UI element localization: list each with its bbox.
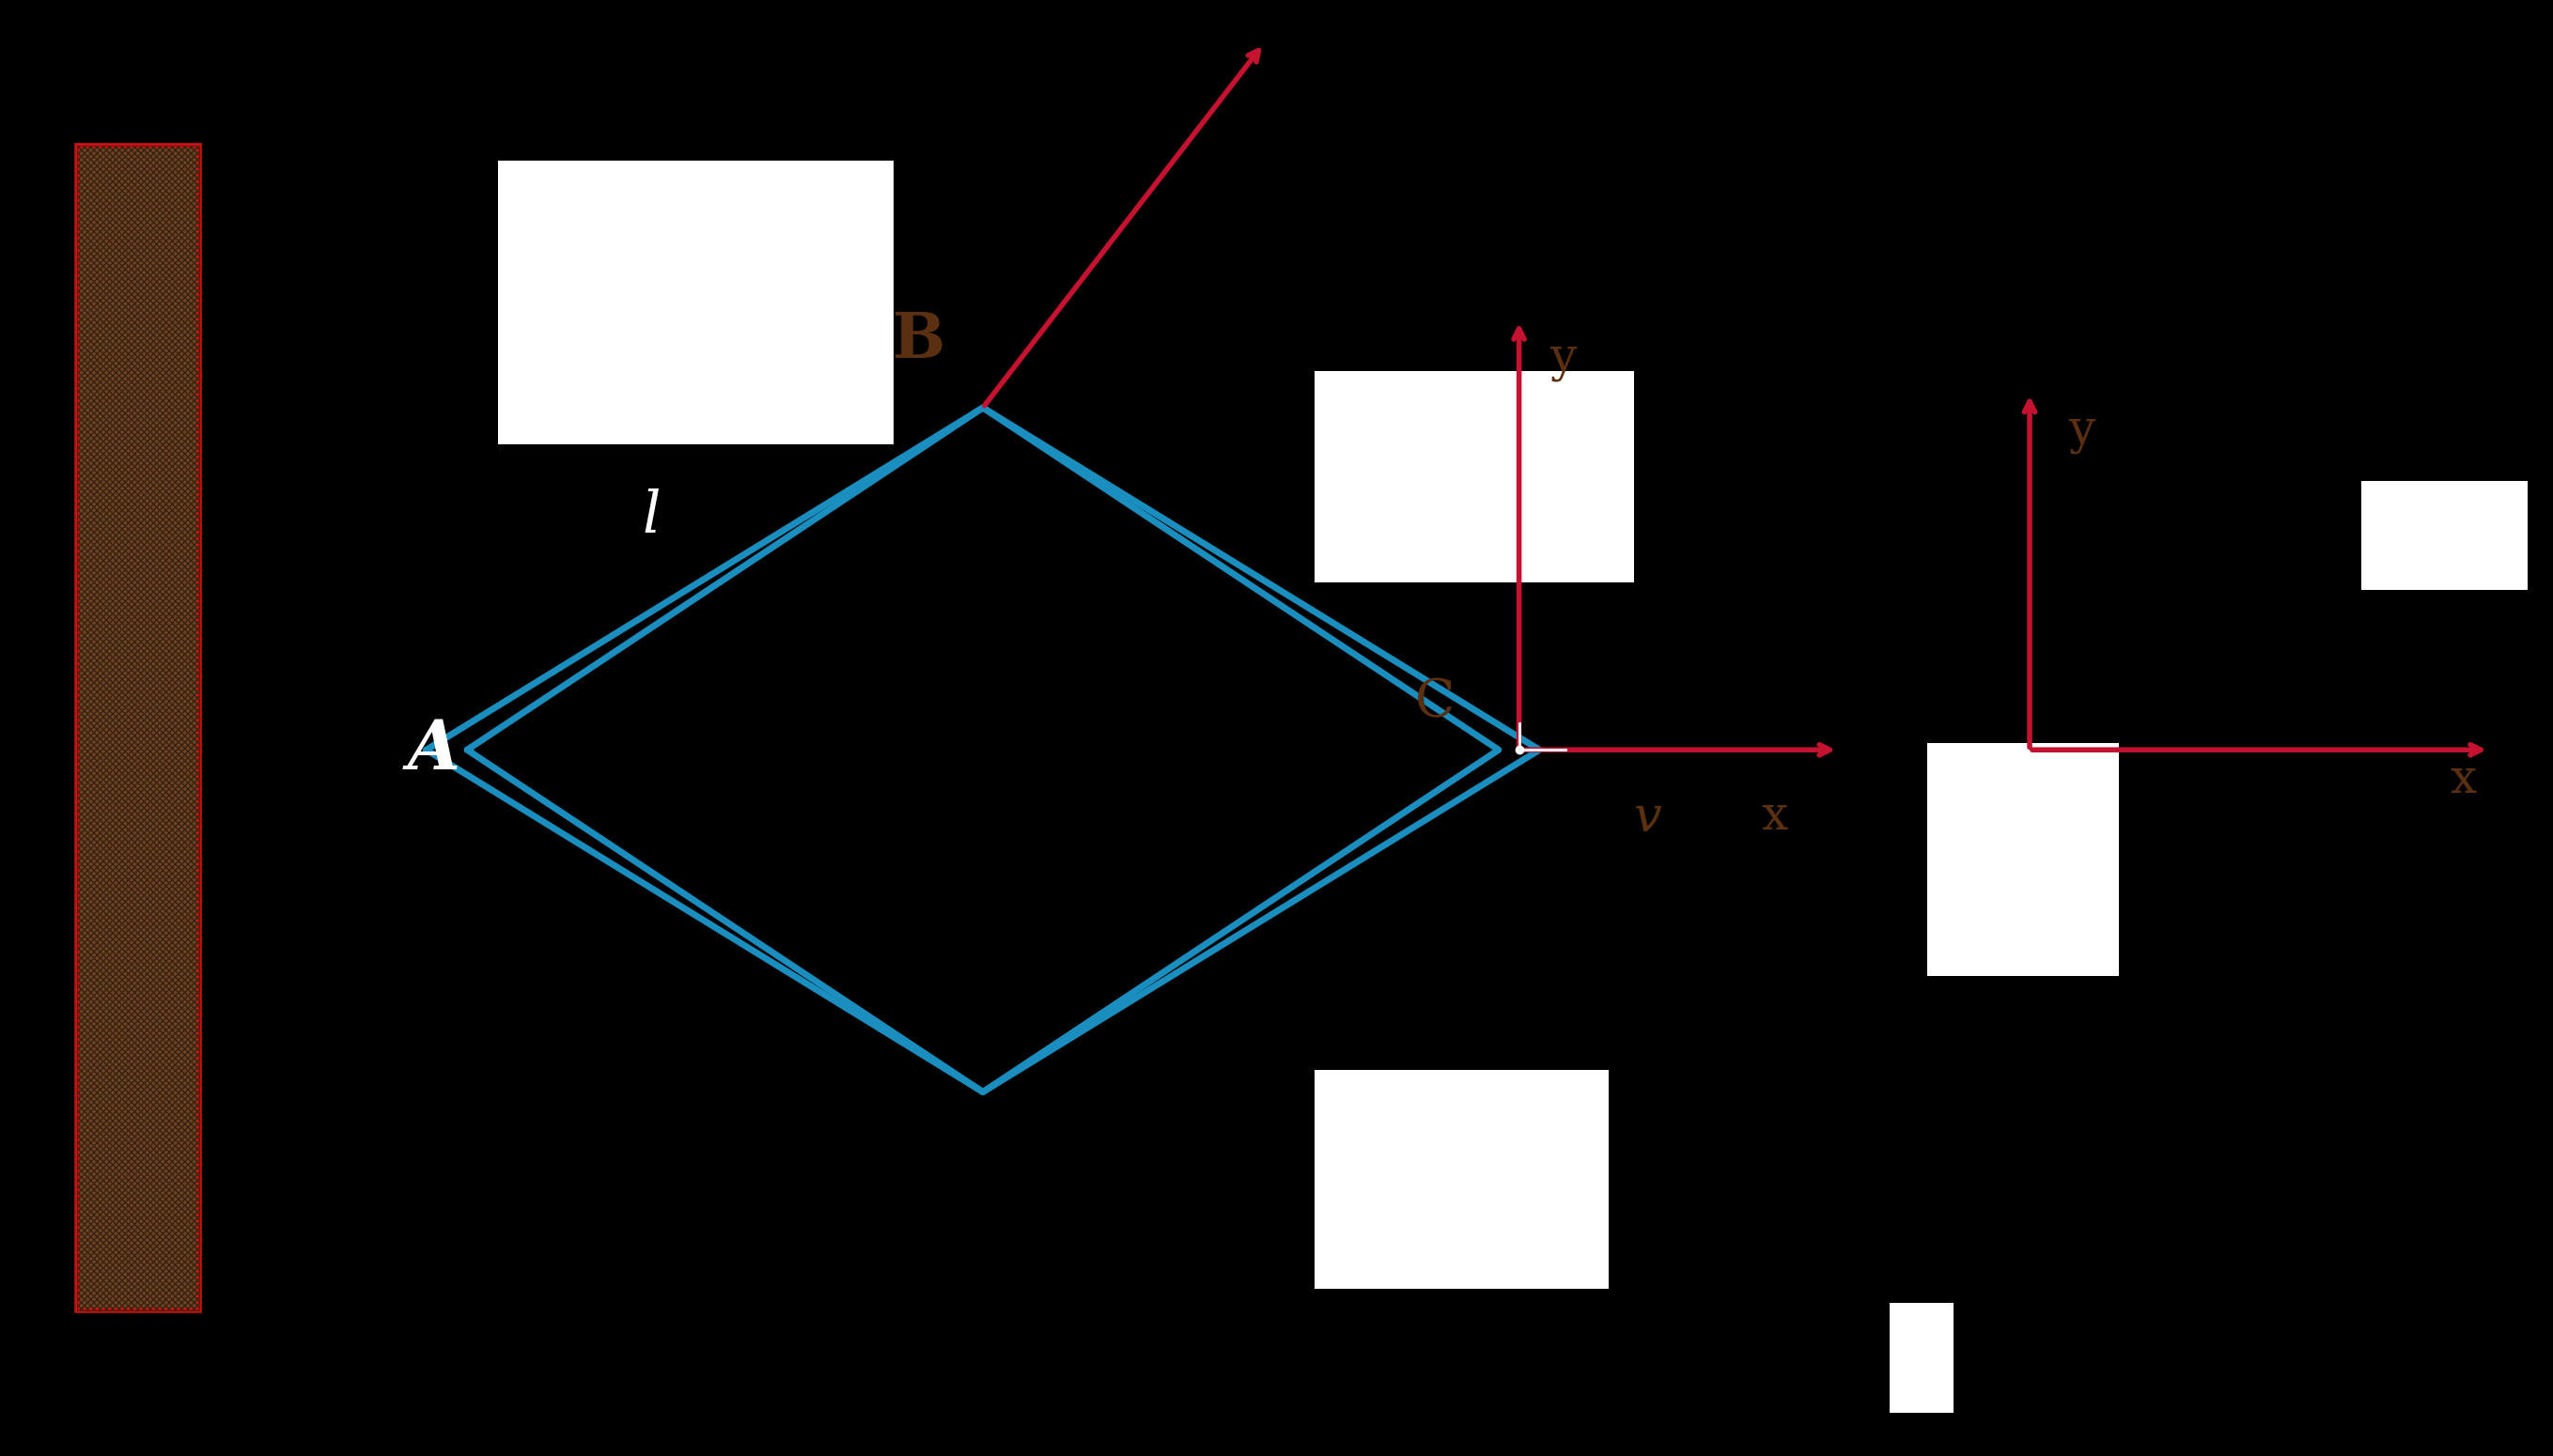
Bar [498,160,894,444]
Bar [1315,371,1634,582]
Text: y: y [2068,408,2093,454]
Text: x: x [2451,757,2476,804]
Bar [1315,1070,1608,1289]
Bar [2362,480,2527,590]
Text: v: v [1634,794,1659,842]
Bar [1928,743,2119,976]
Text: C: C [1414,677,1455,728]
Bar [1889,1303,1953,1412]
Text: A: A [408,716,460,783]
Bar [77,146,199,1310]
Bar [77,146,199,1310]
Text: x: x [1762,794,1787,840]
Text: B: B [894,310,945,371]
Text: l: l [641,489,661,545]
Text: y: y [1550,335,1575,381]
